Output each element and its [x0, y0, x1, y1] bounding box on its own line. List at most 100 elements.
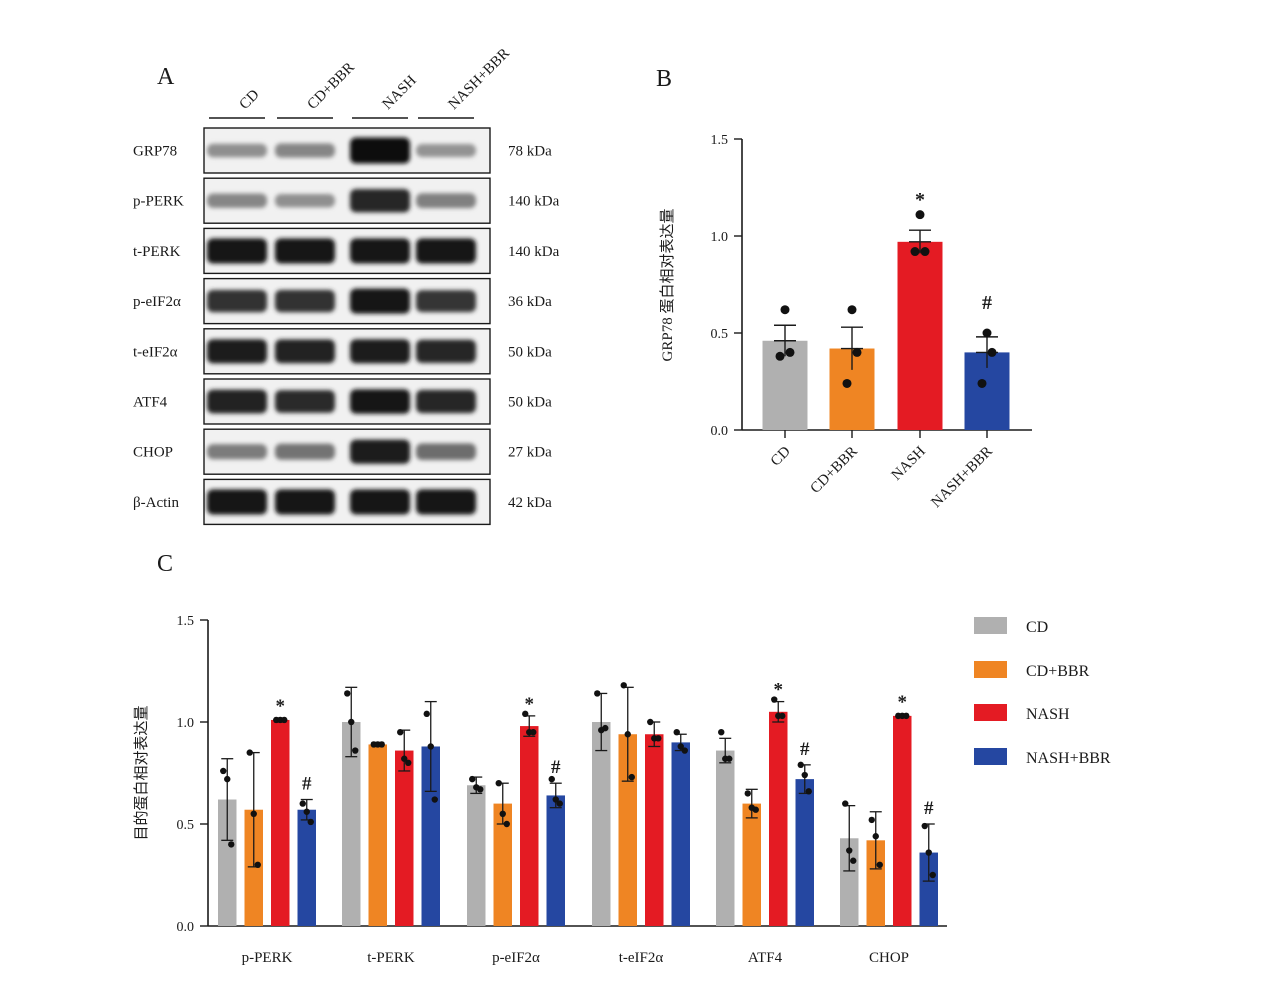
bar: [395, 750, 414, 926]
significance-mark: *: [915, 189, 925, 211]
bar: [742, 803, 761, 926]
bar: [618, 734, 637, 926]
kda-label: 140 kDa: [508, 194, 560, 210]
data-point: [530, 729, 537, 736]
blot-band: [275, 194, 335, 208]
data-point: [744, 790, 751, 797]
data-point: [752, 806, 759, 813]
blot-band: [416, 193, 476, 209]
blot-band: [350, 238, 410, 264]
kda-label: 50 kDa: [508, 395, 552, 411]
x-tick-label: CHOP: [869, 950, 909, 966]
data-point: [876, 861, 883, 868]
data-point: [303, 808, 310, 815]
data-point: [431, 796, 438, 803]
data-point: [982, 328, 992, 338]
bar: [716, 750, 735, 926]
significance-mark: *: [276, 696, 286, 717]
data-point: [620, 682, 627, 689]
blot-band: [275, 339, 335, 364]
data-point: [673, 729, 680, 736]
data-point: [847, 305, 857, 315]
blot-band: [416, 238, 476, 264]
blot-band: [275, 390, 335, 413]
data-point: [921, 822, 928, 830]
data-point: [771, 696, 778, 703]
data-point: [797, 761, 804, 769]
bar: [897, 241, 943, 430]
significance-mark: #: [551, 757, 561, 778]
panel-label-c: C: [157, 551, 174, 577]
panel-label-a: A: [157, 64, 175, 90]
data-point: [299, 800, 306, 807]
bar: [297, 809, 316, 926]
bar: [919, 852, 938, 926]
data-point: [775, 351, 785, 361]
blot-band: [350, 288, 410, 314]
panel-label-b: B: [656, 66, 673, 92]
x-tick-label: p-PERK: [242, 950, 293, 966]
kda-label: 42 kDa: [508, 495, 552, 511]
legend-label: NASH+BBR: [1026, 750, 1111, 767]
data-point: [726, 755, 733, 762]
data-point: [647, 718, 654, 726]
bar: [368, 744, 387, 926]
protein-label: p-PERK: [133, 194, 184, 210]
y-axis-label: GRP78 蛋白相对表达量: [659, 209, 676, 362]
data-point: [903, 712, 910, 720]
kda-label: 27 kDa: [508, 445, 552, 461]
bar: [218, 799, 237, 926]
data-point: [785, 347, 795, 357]
data-point: [246, 749, 253, 756]
data-point: [977, 378, 987, 388]
data-point: [602, 724, 609, 732]
bar: [769, 711, 788, 926]
legend-item: CD: [974, 617, 1048, 636]
legend-item: NASH: [974, 704, 1070, 723]
data-point: [910, 247, 920, 257]
data-point: [469, 775, 476, 783]
data-point: [401, 755, 408, 762]
data-point: [850, 857, 857, 864]
legend-swatch: [974, 748, 1007, 765]
data-point: [779, 712, 786, 720]
bar: [493, 803, 512, 926]
x-tick-label: ATF4: [748, 950, 783, 966]
data-point: [477, 786, 484, 793]
data-point: [925, 849, 932, 856]
legend-item: CD+BBR: [974, 661, 1090, 680]
legend-label: NASH: [1026, 706, 1070, 723]
blot-row: p-PERK 140 kDa: [133, 177, 560, 224]
data-point: [628, 773, 635, 781]
data-point: [552, 796, 559, 803]
blot-band: [207, 389, 267, 414]
data-point: [405, 759, 412, 766]
blot-band: [416, 443, 476, 461]
data-point: [929, 871, 936, 879]
data-point: [228, 841, 235, 848]
legend-label: CD+BBR: [1026, 663, 1090, 680]
y-tick-label: 1.0: [711, 230, 729, 245]
data-point: [556, 800, 563, 807]
blot-band: [350, 489, 410, 515]
blot-band: [275, 443, 335, 460]
data-point: [427, 743, 434, 750]
bar: [244, 809, 263, 926]
blot-band: [416, 290, 476, 313]
significance-mark: *: [774, 680, 784, 701]
blot-band: [207, 489, 267, 515]
y-axis-label: 目的蛋白相对表达量: [133, 705, 150, 840]
x-tick-label: t-PERK: [367, 950, 415, 966]
bar: [893, 715, 912, 926]
data-point: [868, 816, 875, 824]
kda-label: 140 kDa: [508, 244, 560, 260]
legend-item: NASH+BBR: [974, 748, 1111, 767]
y-tick-label: 1.0: [177, 716, 195, 731]
data-point: [915, 210, 925, 220]
y-tick-label: 0.0: [177, 920, 195, 935]
bar: [271, 719, 290, 926]
kda-label: 36 kDa: [508, 294, 552, 310]
bar: [795, 779, 814, 926]
blot-band: [207, 339, 267, 364]
data-point: [378, 741, 385, 748]
